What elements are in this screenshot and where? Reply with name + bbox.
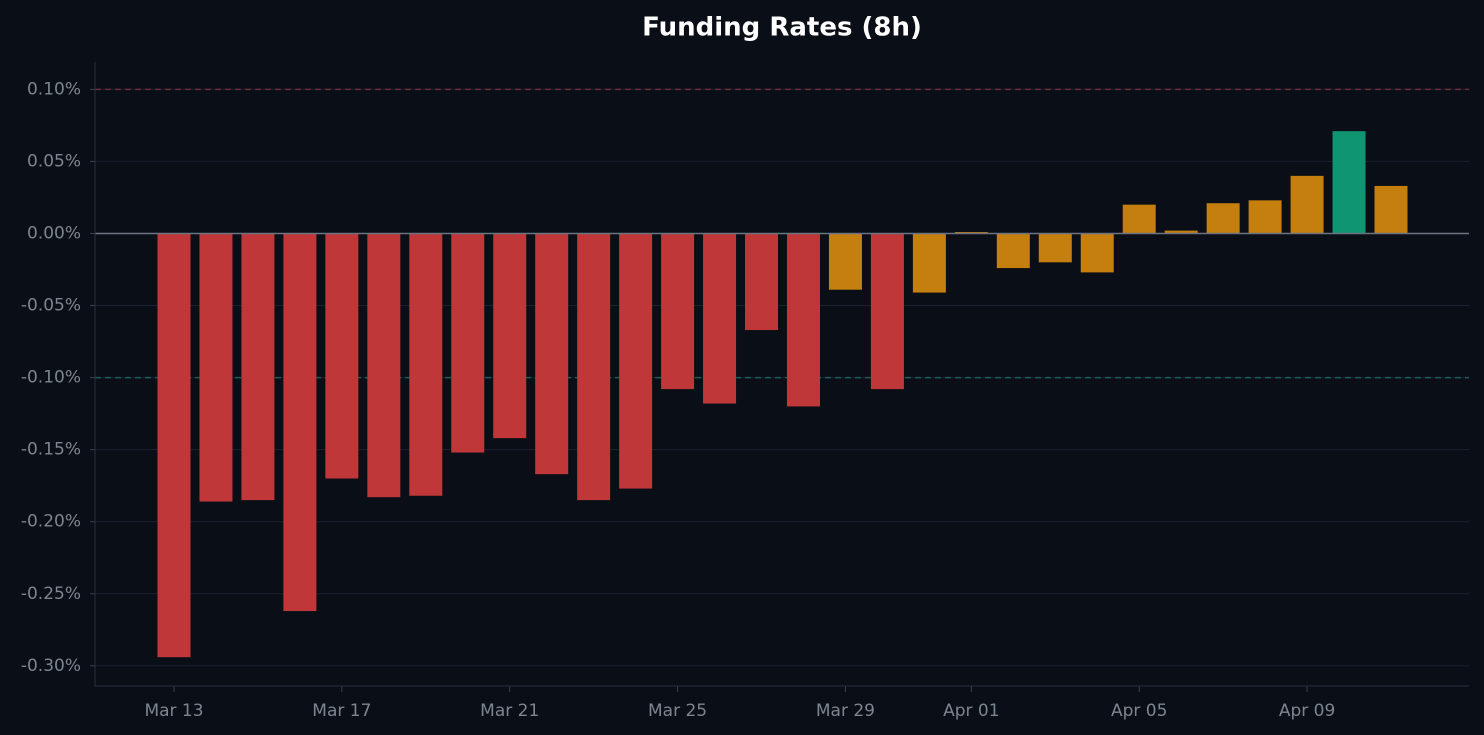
y-tick-label: -0.05%: [21, 296, 81, 316]
x-tick-label: Mar 21: [480, 701, 539, 721]
x-tick-label: Mar 17: [312, 701, 371, 721]
bar: [577, 233, 611, 501]
y-tick-label: -0.30%: [21, 656, 81, 676]
x-tick-label: Mar 13: [144, 701, 203, 721]
bar: [1038, 233, 1072, 263]
bar: [1122, 204, 1156, 234]
bar: [745, 233, 779, 331]
bar: [157, 233, 191, 658]
bar: [493, 233, 527, 439]
y-tick-label: -0.10%: [21, 368, 81, 388]
bar: [409, 233, 443, 496]
bar: [912, 233, 946, 293]
bar: [703, 233, 737, 404]
y-tick-label: 0.00%: [27, 223, 81, 243]
x-tick-label: Apr 05: [1111, 701, 1167, 721]
bar: [1206, 203, 1240, 234]
x-tick-label: Apr 01: [943, 701, 999, 721]
bar: [451, 233, 485, 453]
bar: [199, 233, 233, 502]
x-tick-label: Mar 25: [648, 701, 707, 721]
bar: [1248, 200, 1282, 234]
bar: [661, 233, 695, 390]
bar: [996, 233, 1030, 269]
bar: [367, 233, 401, 498]
bar: [1332, 131, 1366, 234]
bar: [1374, 185, 1408, 234]
y-tick-label: -0.20%: [21, 512, 81, 532]
bar: [241, 233, 275, 501]
bar: [828, 233, 862, 290]
bar: [283, 233, 317, 612]
chart-title: Funding Rates (8h): [642, 13, 922, 43]
x-tick-label: Apr 09: [1279, 701, 1335, 721]
bar: [870, 233, 904, 390]
bar: [325, 233, 359, 479]
bar: [1164, 230, 1198, 234]
y-tick-label: 0.05%: [27, 151, 81, 171]
bar: [1080, 233, 1114, 273]
bar: [619, 233, 653, 489]
bar: [535, 233, 569, 475]
bar: [786, 233, 820, 407]
y-tick-label: 0.10%: [27, 79, 81, 99]
bar: [1290, 175, 1324, 234]
y-tick-label: -0.15%: [21, 440, 81, 460]
y-tick-label: -0.25%: [21, 584, 81, 604]
x-tick-label: Mar 29: [816, 701, 875, 721]
